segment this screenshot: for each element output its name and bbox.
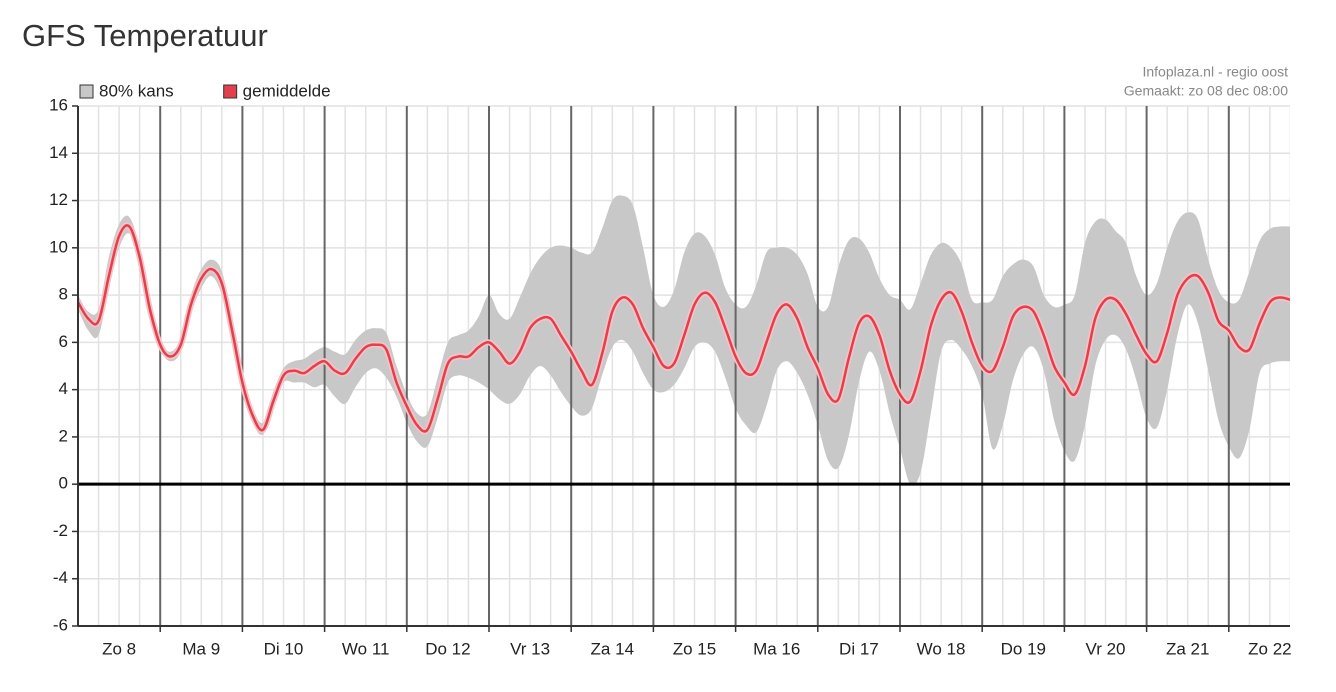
legend-label: gemiddelde bbox=[243, 81, 331, 100]
x-tick-label: Di 17 bbox=[839, 639, 879, 658]
legend-swatch bbox=[79, 84, 94, 99]
line bbox=[78, 224, 1290, 433]
y-tick-label: 0 bbox=[59, 474, 68, 493]
x-tick-label: Za 21 bbox=[1166, 639, 1209, 658]
x-tick-label: Zo 8 bbox=[102, 639, 136, 658]
y-tick-label: 14 bbox=[49, 143, 68, 162]
x-tick-label: Vr 13 bbox=[510, 639, 550, 658]
x-tick-label: Wo 18 bbox=[917, 639, 966, 658]
x-tick-label: Di 10 bbox=[264, 639, 304, 658]
x-tick-label: Ma 9 bbox=[182, 639, 220, 658]
plot-area bbox=[78, 105, 1290, 627]
chart-title: GFS Temperatuur bbox=[22, 18, 268, 53]
y-tick-label: 16 bbox=[49, 95, 68, 114]
x-tick-label: Do 12 bbox=[425, 639, 470, 658]
y-tick-label: 10 bbox=[49, 237, 68, 256]
annotation: Gemaakt: zo 08 dec 08:00 bbox=[1124, 83, 1288, 99]
x-labels: Zo 8 Ma 9 Di 10 Wo 11 Do 12 Vr 13 Za 14 Zo 15 Ma… bbox=[102, 639, 1292, 658]
x-tick-label: Wo 11 bbox=[342, 639, 390, 658]
y-tick-label: 2 bbox=[59, 426, 68, 445]
annotation: Infoplaza.nl - regio oost bbox=[1142, 64, 1288, 80]
y-tick-label: 8 bbox=[59, 285, 68, 304]
y-tick-label: -2 bbox=[53, 521, 68, 540]
legend-swatch bbox=[223, 84, 238, 99]
x-tick-label: Zo 15 bbox=[673, 639, 716, 658]
y-tick-label: 12 bbox=[49, 190, 68, 209]
legend-label: 80% kans bbox=[99, 81, 174, 100]
y-tick-label: -4 bbox=[53, 568, 68, 587]
x-tick-label: Ma 16 bbox=[753, 639, 800, 658]
x-tick-label: Zo 22 bbox=[1248, 639, 1291, 658]
y-tick-label: -6 bbox=[53, 615, 68, 634]
y-tick-label: 4 bbox=[59, 379, 68, 398]
x-tick-label: Za 14 bbox=[591, 639, 634, 658]
x-tick-label: Do 19 bbox=[1001, 639, 1046, 658]
x-tick-label: Vr 20 bbox=[1085, 639, 1125, 658]
y-tick-label: 6 bbox=[59, 332, 68, 351]
